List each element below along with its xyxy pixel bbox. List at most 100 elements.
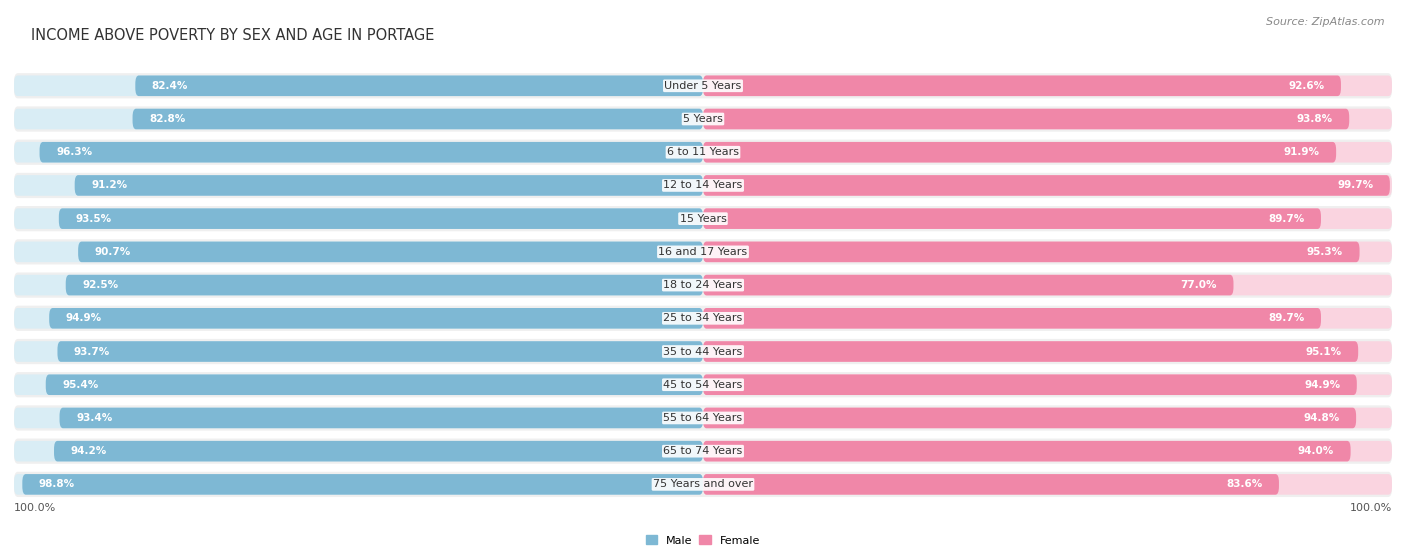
Text: 16 and 17 Years: 16 and 17 Years	[658, 247, 748, 257]
FancyBboxPatch shape	[66, 275, 703, 295]
FancyBboxPatch shape	[14, 108, 703, 129]
FancyBboxPatch shape	[59, 408, 703, 428]
FancyBboxPatch shape	[703, 241, 1392, 262]
Text: 25 to 34 Years: 25 to 34 Years	[664, 313, 742, 323]
FancyBboxPatch shape	[703, 341, 1358, 362]
Text: 94.2%: 94.2%	[70, 446, 107, 456]
FancyBboxPatch shape	[14, 474, 703, 495]
Text: 55 to 64 Years: 55 to 64 Years	[664, 413, 742, 423]
FancyBboxPatch shape	[59, 209, 703, 229]
Text: 5 Years: 5 Years	[683, 114, 723, 124]
FancyBboxPatch shape	[14, 275, 703, 295]
FancyBboxPatch shape	[703, 142, 1392, 163]
FancyBboxPatch shape	[703, 275, 1392, 295]
FancyBboxPatch shape	[14, 308, 703, 329]
Text: 98.8%: 98.8%	[39, 480, 75, 489]
Text: 95.3%: 95.3%	[1308, 247, 1343, 257]
FancyBboxPatch shape	[703, 241, 1360, 262]
Text: Under 5 Years: Under 5 Years	[665, 81, 741, 91]
FancyBboxPatch shape	[75, 175, 703, 196]
FancyBboxPatch shape	[14, 75, 703, 96]
FancyBboxPatch shape	[703, 142, 1336, 163]
Text: 94.8%: 94.8%	[1303, 413, 1340, 423]
FancyBboxPatch shape	[703, 441, 1351, 462]
FancyBboxPatch shape	[703, 375, 1357, 395]
FancyBboxPatch shape	[703, 308, 1322, 329]
FancyBboxPatch shape	[135, 75, 703, 96]
Text: 93.8%: 93.8%	[1296, 114, 1333, 124]
FancyBboxPatch shape	[14, 142, 703, 163]
Text: 94.9%: 94.9%	[1305, 380, 1340, 390]
FancyBboxPatch shape	[14, 239, 1392, 264]
FancyBboxPatch shape	[703, 175, 1391, 196]
Text: 94.9%: 94.9%	[66, 313, 101, 323]
FancyBboxPatch shape	[14, 341, 703, 362]
FancyBboxPatch shape	[14, 206, 1392, 231]
FancyBboxPatch shape	[703, 341, 1392, 362]
FancyBboxPatch shape	[703, 108, 1350, 129]
FancyBboxPatch shape	[703, 108, 1392, 129]
Text: 35 to 44 Years: 35 to 44 Years	[664, 347, 742, 357]
FancyBboxPatch shape	[14, 272, 1392, 298]
Text: 15 Years: 15 Years	[679, 214, 727, 224]
FancyBboxPatch shape	[703, 408, 1392, 428]
Text: 77.0%: 77.0%	[1181, 280, 1218, 290]
FancyBboxPatch shape	[703, 209, 1392, 229]
FancyBboxPatch shape	[14, 209, 703, 229]
Text: 89.7%: 89.7%	[1268, 313, 1305, 323]
Text: 45 to 54 Years: 45 to 54 Years	[664, 380, 742, 390]
Text: 92.6%: 92.6%	[1288, 81, 1324, 91]
FancyBboxPatch shape	[703, 209, 1322, 229]
Text: 82.4%: 82.4%	[152, 81, 188, 91]
Text: 89.7%: 89.7%	[1268, 214, 1305, 224]
FancyBboxPatch shape	[14, 241, 703, 262]
FancyBboxPatch shape	[39, 142, 703, 163]
Text: 100.0%: 100.0%	[14, 503, 56, 513]
Text: 93.5%: 93.5%	[76, 214, 111, 224]
FancyBboxPatch shape	[53, 441, 703, 462]
Legend: Male, Female: Male, Female	[641, 531, 765, 550]
FancyBboxPatch shape	[703, 441, 1392, 462]
FancyBboxPatch shape	[703, 474, 1279, 495]
Text: 65 to 74 Years: 65 to 74 Years	[664, 446, 742, 456]
FancyBboxPatch shape	[14, 375, 703, 395]
Text: 96.3%: 96.3%	[56, 147, 93, 157]
Text: 93.7%: 93.7%	[75, 347, 110, 357]
Text: 92.5%: 92.5%	[83, 280, 118, 290]
FancyBboxPatch shape	[14, 339, 1392, 364]
FancyBboxPatch shape	[703, 375, 1392, 395]
Text: 82.8%: 82.8%	[149, 114, 186, 124]
FancyBboxPatch shape	[703, 474, 1392, 495]
Text: 94.0%: 94.0%	[1298, 446, 1334, 456]
FancyBboxPatch shape	[14, 73, 1392, 98]
Text: 91.9%: 91.9%	[1284, 147, 1320, 157]
Text: 75 Years and over: 75 Years and over	[652, 480, 754, 489]
Text: INCOME ABOVE POVERTY BY SEX AND AGE IN PORTAGE: INCOME ABOVE POVERTY BY SEX AND AGE IN P…	[31, 28, 434, 43]
FancyBboxPatch shape	[14, 175, 703, 196]
FancyBboxPatch shape	[14, 106, 1392, 131]
Text: 83.6%: 83.6%	[1226, 480, 1263, 489]
Text: 91.2%: 91.2%	[91, 181, 128, 191]
FancyBboxPatch shape	[14, 140, 1392, 165]
FancyBboxPatch shape	[703, 275, 1233, 295]
FancyBboxPatch shape	[132, 108, 703, 129]
FancyBboxPatch shape	[46, 375, 703, 395]
FancyBboxPatch shape	[14, 439, 1392, 464]
FancyBboxPatch shape	[79, 241, 703, 262]
Text: 90.7%: 90.7%	[94, 247, 131, 257]
FancyBboxPatch shape	[703, 175, 1392, 196]
Text: 100.0%: 100.0%	[1350, 503, 1392, 513]
FancyBboxPatch shape	[58, 341, 703, 362]
FancyBboxPatch shape	[49, 308, 703, 329]
Text: 95.4%: 95.4%	[62, 380, 98, 390]
FancyBboxPatch shape	[14, 372, 1392, 397]
FancyBboxPatch shape	[703, 308, 1392, 329]
FancyBboxPatch shape	[14, 405, 1392, 430]
FancyBboxPatch shape	[14, 472, 1392, 497]
Text: 93.4%: 93.4%	[76, 413, 112, 423]
FancyBboxPatch shape	[703, 408, 1357, 428]
FancyBboxPatch shape	[14, 408, 703, 428]
Text: Source: ZipAtlas.com: Source: ZipAtlas.com	[1267, 17, 1385, 27]
FancyBboxPatch shape	[14, 306, 1392, 331]
Text: 99.7%: 99.7%	[1337, 181, 1374, 191]
